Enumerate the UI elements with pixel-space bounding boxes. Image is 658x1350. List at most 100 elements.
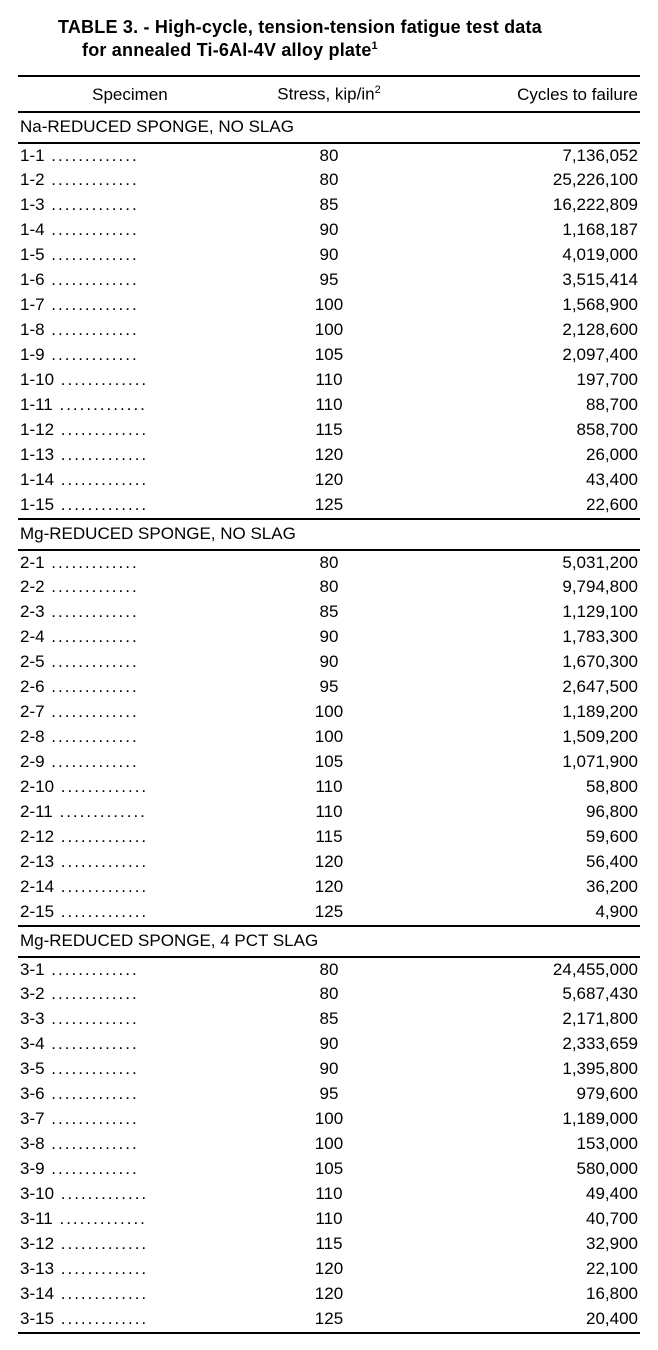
- cell-stress: 110: [242, 1207, 416, 1232]
- dot-leader: .............: [45, 220, 139, 239]
- cell-cycles: 26,000: [416, 443, 640, 468]
- cell-cycles: 1,568,900: [416, 293, 640, 318]
- cell-cycles: 22,100: [416, 1257, 640, 1282]
- table-row: 3-14 .............12016,800: [18, 1282, 640, 1307]
- table-row: 3-11 .............11040,700: [18, 1207, 640, 1232]
- dot-leader: .............: [45, 1159, 139, 1178]
- cell-stress: 95: [242, 675, 416, 700]
- cell-cycles: 1,168,187: [416, 218, 640, 243]
- dot-leader: .............: [45, 1134, 139, 1153]
- dot-leader: .............: [45, 1009, 139, 1028]
- cell-cycles: 36,200: [416, 875, 640, 900]
- cell-stress: 110: [242, 800, 416, 825]
- cell-specimen: 3-12 .............: [18, 1232, 242, 1257]
- table-row: 3-10 .............11049,400: [18, 1182, 640, 1207]
- cell-specimen: 2-13 .............: [18, 850, 242, 875]
- table-row: 2-14 .............12036,200: [18, 875, 640, 900]
- cell-stress: 110: [242, 775, 416, 800]
- dot-leader: .............: [45, 345, 139, 364]
- cell-stress: 90: [242, 243, 416, 268]
- cell-stress: 90: [242, 625, 416, 650]
- table-row: 3-6 .............95979,600: [18, 1082, 640, 1107]
- cell-cycles: 1,071,900: [416, 750, 640, 775]
- table-row: 3-15 .............12520,400: [18, 1307, 640, 1333]
- cell-stress: 125: [242, 900, 416, 926]
- table-row: 2-11 .............11096,800: [18, 800, 640, 825]
- cell-cycles: 59,600: [416, 825, 640, 850]
- table-row: 3-5 .............901,395,800: [18, 1057, 640, 1082]
- cell-specimen: 1-12 .............: [18, 418, 242, 443]
- cell-cycles: 56,400: [416, 850, 640, 875]
- cell-stress: 100: [242, 293, 416, 318]
- cell-cycles: 16,800: [416, 1282, 640, 1307]
- cell-cycles: 2,097,400: [416, 343, 640, 368]
- table-row: 2-5 .............901,670,300: [18, 650, 640, 675]
- cell-specimen: 1-7 .............: [18, 293, 242, 318]
- dot-leader: .............: [54, 877, 148, 896]
- cell-cycles: 40,700: [416, 1207, 640, 1232]
- dot-leader: .............: [45, 295, 139, 314]
- section-header: Mg-REDUCED SPONGE, NO SLAG: [18, 519, 640, 550]
- dot-leader: .............: [45, 577, 139, 596]
- cell-specimen: 3-9 .............: [18, 1157, 242, 1182]
- dot-leader: .............: [45, 1059, 139, 1078]
- cell-specimen: 3-3 .............: [18, 1007, 242, 1032]
- dot-leader: .............: [54, 827, 148, 846]
- table-row: 3-9 .............105580,000: [18, 1157, 640, 1182]
- cell-cycles: 5,687,430: [416, 982, 640, 1007]
- cell-cycles: 153,000: [416, 1132, 640, 1157]
- section-header: Mg-REDUCED SPONGE, 4 PCT SLAG: [18, 926, 640, 957]
- cell-stress: 85: [242, 1007, 416, 1032]
- col-header-specimen: Specimen: [18, 76, 242, 112]
- table-row: 2-1 .............805,031,200: [18, 550, 640, 576]
- dot-leader: .............: [54, 852, 148, 871]
- cell-cycles: 1,189,000: [416, 1107, 640, 1132]
- cell-specimen: 1-13 .............: [18, 443, 242, 468]
- cell-specimen: 1-10 .............: [18, 368, 242, 393]
- cell-stress: 110: [242, 393, 416, 418]
- cell-specimen: 2-8 .............: [18, 725, 242, 750]
- dot-leader: .............: [54, 370, 148, 389]
- dot-leader: .............: [54, 1284, 148, 1303]
- cell-stress: 95: [242, 1082, 416, 1107]
- table-row: 1-1 .............807,136,052: [18, 143, 640, 169]
- cell-cycles: 1,670,300: [416, 650, 640, 675]
- dot-leader: .............: [54, 495, 148, 514]
- section-header-label: Mg-REDUCED SPONGE, NO SLAG: [18, 519, 640, 550]
- table-row: 2-2 .............809,794,800: [18, 575, 640, 600]
- cell-cycles: 2,647,500: [416, 675, 640, 700]
- cell-stress: 120: [242, 850, 416, 875]
- table-row: 1-10 .............110197,700: [18, 368, 640, 393]
- table-row: 3-13 .............12022,100: [18, 1257, 640, 1282]
- table-row: 1-2 .............8025,226,100: [18, 168, 640, 193]
- table-row: 1-5 .............904,019,000: [18, 243, 640, 268]
- table-row: 2-13 .............12056,400: [18, 850, 640, 875]
- cell-cycles: 2,171,800: [416, 1007, 640, 1032]
- cell-cycles: 25,226,100: [416, 168, 640, 193]
- cell-cycles: 5,031,200: [416, 550, 640, 576]
- dot-leader: .............: [45, 602, 139, 621]
- table-row: 2-12 .............11559,600: [18, 825, 640, 850]
- cell-cycles: 197,700: [416, 368, 640, 393]
- cell-stress: 100: [242, 725, 416, 750]
- cell-cycles: 9,794,800: [416, 575, 640, 600]
- cell-cycles: 2,128,600: [416, 318, 640, 343]
- col-header-cycles: Cycles to failure: [416, 76, 640, 112]
- fatigue-data-table: Specimen Stress, kip/in2 Cycles to failu…: [18, 75, 640, 1334]
- cell-specimen: 2-4 .............: [18, 625, 242, 650]
- col-header-stress: Stress, kip/in2: [242, 76, 416, 112]
- cell-specimen: 1-15 .............: [18, 493, 242, 519]
- table-row: 2-10 .............11058,800: [18, 775, 640, 800]
- cell-stress: 80: [242, 143, 416, 169]
- cell-stress: 105: [242, 750, 416, 775]
- dot-leader: .............: [54, 902, 148, 921]
- cell-cycles: 1,129,100: [416, 600, 640, 625]
- dot-leader: .............: [45, 1084, 139, 1103]
- cell-cycles: 58,800: [416, 775, 640, 800]
- cell-stress: 120: [242, 443, 416, 468]
- table-body: Na-REDUCED SPONGE, NO SLAG1-1 ..........…: [18, 112, 640, 1333]
- dot-leader: .............: [45, 195, 139, 214]
- table-row: 2-7 .............1001,189,200: [18, 700, 640, 725]
- table-row: 1-15 .............12522,600: [18, 493, 640, 519]
- cell-specimen: 3-15 .............: [18, 1307, 242, 1333]
